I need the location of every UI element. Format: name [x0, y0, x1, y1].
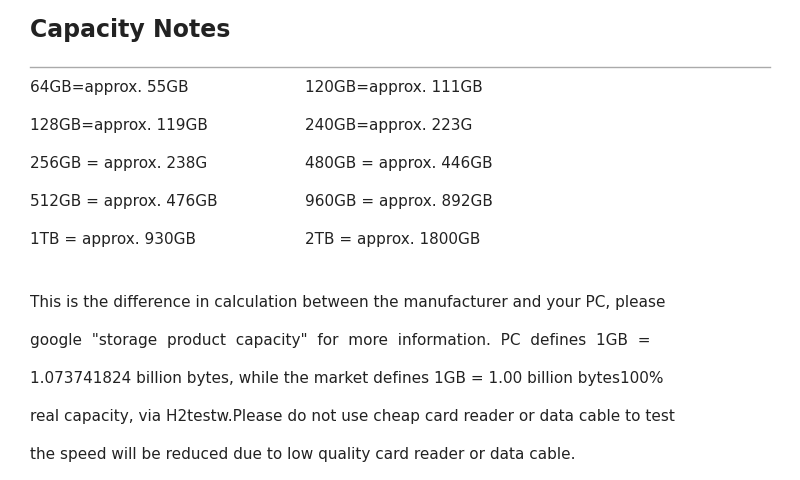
Text: 960GB = approx. 892GB: 960GB = approx. 892GB — [305, 193, 493, 209]
Text: 480GB = approx. 446GB: 480GB = approx. 446GB — [305, 156, 493, 171]
Text: 1TB = approx. 930GB: 1TB = approx. 930GB — [30, 231, 196, 247]
Text: 128GB=approx. 119GB: 128GB=approx. 119GB — [30, 118, 208, 133]
Text: 2TB = approx. 1800GB: 2TB = approx. 1800GB — [305, 231, 480, 247]
Text: 1.073741824 billion bytes, while the market defines 1GB = 1.00 billion bytes100%: 1.073741824 billion bytes, while the mar… — [30, 370, 663, 385]
Text: 64GB=approx. 55GB: 64GB=approx. 55GB — [30, 80, 189, 95]
Text: 512GB = approx. 476GB: 512GB = approx. 476GB — [30, 193, 218, 209]
Text: This is the difference in calculation between the manufacturer and your PC, plea: This is the difference in calculation be… — [30, 294, 666, 309]
Text: 120GB=approx. 111GB: 120GB=approx. 111GB — [305, 80, 482, 95]
Text: the speed will be reduced due to low quality card reader or data cable.: the speed will be reduced due to low qua… — [30, 446, 575, 461]
Text: 240GB=approx. 223G: 240GB=approx. 223G — [305, 118, 472, 133]
Text: google  "storage  product  capacity"  for  more  information.  PC  defines  1GB : google "storage product capacity" for mo… — [30, 332, 650, 347]
Text: real capacity, via H2testw.Please do not use cheap card reader or data cable to : real capacity, via H2testw.Please do not… — [30, 408, 675, 423]
Text: Capacity Notes: Capacity Notes — [30, 18, 230, 42]
Text: 256GB = approx. 238G: 256GB = approx. 238G — [30, 156, 207, 171]
